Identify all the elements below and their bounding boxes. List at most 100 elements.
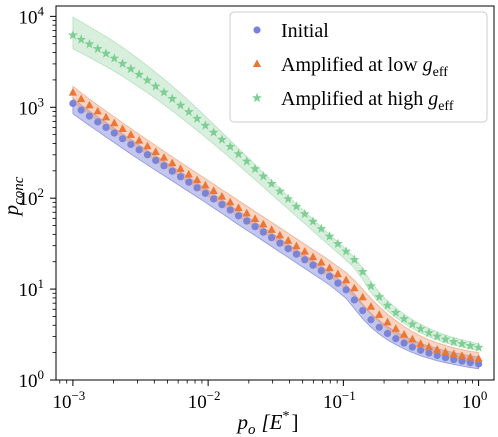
data-point-series-2 — [291, 201, 302, 211]
data-point-series-0 — [176, 173, 185, 181]
data-point-series-2 — [208, 127, 219, 137]
data-point-series-2 — [332, 238, 343, 248]
data-point-series-2 — [167, 93, 178, 103]
data-point-series-0 — [458, 357, 466, 365]
tick-label: 104 — [19, 3, 45, 28]
data-point-series-1 — [391, 324, 400, 332]
data-point-series-1 — [466, 352, 475, 361]
data-point-series-2 — [283, 193, 294, 204]
x-axis-label: po [E*] — [236, 409, 299, 437]
data-point-series-0 — [334, 279, 342, 287]
data-point-series-0 — [243, 217, 251, 225]
data-point-series-0 — [118, 135, 127, 143]
y-axis-label: pconc — [0, 176, 27, 217]
data-point-series-1 — [134, 135, 144, 144]
data-point-series-2 — [84, 38, 95, 49]
data-point-series-0 — [276, 239, 284, 247]
data-point-series-1 — [151, 147, 160, 155]
data-point-series-0 — [143, 151, 152, 159]
data-point-series-1 — [441, 347, 450, 356]
data-point-series-0 — [450, 355, 458, 364]
data-point-series-2 — [101, 48, 111, 58]
tick-label: 10−1 — [323, 388, 356, 413]
data-point-series-1 — [300, 247, 309, 255]
data-point-series-0 — [127, 140, 135, 149]
data-point-series-1 — [358, 292, 367, 301]
axis-ticks: 10−3 10−2 10−1 100 100 101 102 103 104 — [19, 3, 488, 413]
data-point-series-0 — [94, 118, 102, 126]
data-point-series-2 — [200, 120, 211, 130]
data-point-series-0 — [168, 167, 176, 175]
plot-frame — [55, 5, 495, 381]
data-point-series-1 — [424, 342, 434, 351]
legend-marker-1 — [252, 59, 262, 67]
data-point-series-0 — [234, 212, 243, 220]
data-point-series-2 — [316, 223, 327, 234]
data-point-series-0 — [317, 267, 325, 275]
legend-box — [229, 11, 488, 123]
data-point-series-2 — [324, 231, 335, 241]
data-point-series-0 — [350, 296, 358, 304]
data-point-series-0 — [325, 272, 334, 280]
data-point-series-0 — [466, 359, 474, 367]
data-markers — [67, 30, 484, 368]
data-point-series-0 — [301, 256, 309, 264]
data-point-series-2 — [357, 266, 368, 276]
data-point-series-1 — [110, 118, 119, 127]
data-point-series-2 — [150, 81, 161, 91]
data-point-series-2 — [76, 34, 87, 44]
data-point-series-2 — [374, 291, 385, 302]
data-point-series-0 — [433, 351, 441, 360]
data-point-series-2 — [117, 58, 128, 68]
data-point-series-0 — [375, 323, 383, 331]
data-point-series-1 — [416, 339, 425, 347]
data-point-series-0 — [359, 306, 367, 315]
data-point-series-0 — [85, 112, 94, 120]
data-point-series-2 — [399, 313, 410, 324]
data-point-series-2 — [125, 63, 136, 74]
data-point-series-1 — [192, 175, 202, 184]
legend-marker-2 — [252, 92, 262, 103]
data-point-series-2 — [159, 87, 169, 97]
data-point-series-2 — [233, 148, 244, 159]
legend: Initial Amplified at low geff Amplified at… — [229, 11, 488, 123]
data-point-series-0 — [185, 178, 193, 186]
data-point-series-0 — [441, 354, 450, 362]
data-point-series-1 — [408, 334, 417, 343]
data-point-series-0 — [110, 129, 118, 137]
data-point-series-2 — [299, 208, 310, 219]
data-point-series-1 — [457, 351, 467, 359]
data-point-series-1 — [292, 241, 301, 250]
data-point-series-2 — [92, 43, 103, 53]
data-point-series-1 — [350, 283, 359, 292]
legend-label-0: Initial — [281, 20, 329, 42]
data-point-series-1 — [284, 236, 293, 244]
tick-label: 102 — [19, 185, 45, 210]
data-point-series-2 — [216, 134, 227, 144]
data-point-series-2 — [432, 331, 443, 341]
data-point-series-0 — [408, 343, 416, 351]
data-point-series-1 — [333, 269, 342, 278]
data-point-series-1 — [93, 106, 102, 115]
data-point-series-2 — [274, 186, 285, 196]
data-point-series-1 — [366, 302, 376, 310]
data-point-series-0 — [342, 286, 350, 294]
data-point-series-0 — [69, 99, 77, 108]
data-point-series-0 — [259, 228, 267, 236]
data-point-series-1 — [242, 208, 251, 217]
data-point-series-1 — [250, 214, 260, 223]
data-point-series-0 — [383, 329, 392, 338]
data-point-series-1 — [308, 252, 318, 261]
data-point-series-0 — [251, 223, 259, 231]
data-point-series-0 — [102, 123, 110, 132]
data-point-series-2 — [67, 30, 78, 40]
data-point-series-1 — [77, 94, 86, 103]
data-point-series-1 — [184, 169, 193, 178]
data-point-series-1 — [317, 257, 326, 266]
data-point-series-1 — [217, 192, 227, 200]
data-point-series-1 — [68, 87, 78, 96]
data-point-series-1 — [275, 230, 285, 239]
data-point-series-2 — [134, 69, 145, 79]
data-point-series-1 — [126, 130, 135, 138]
